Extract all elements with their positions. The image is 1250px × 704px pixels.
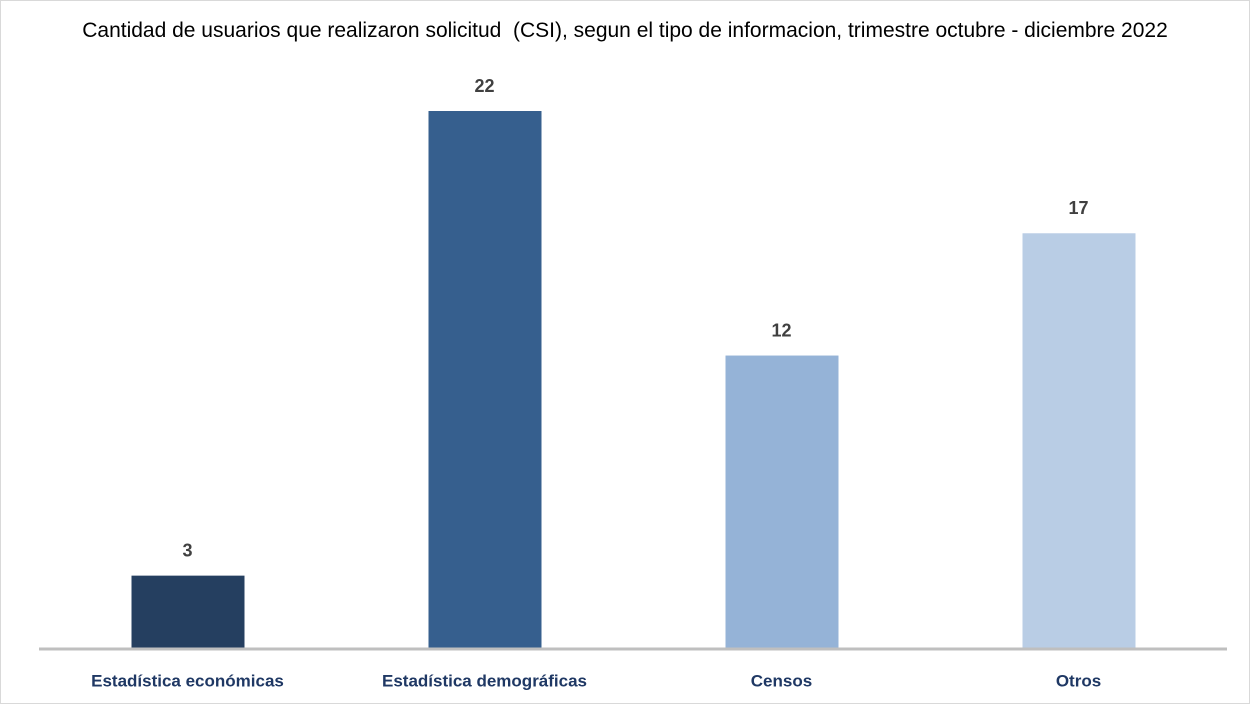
x-tick-label: Estadística económicas (91, 671, 284, 690)
x-tick-label: Estadística demográficas (382, 671, 587, 690)
bar (725, 355, 839, 649)
bar (131, 575, 245, 649)
data-label: 3 (182, 540, 192, 560)
bar (1022, 233, 1136, 650)
x-tick-label: Otros (1056, 671, 1101, 690)
bar (428, 111, 542, 649)
chart-title: Cantidad de usuarios que realizaron soli… (82, 19, 1168, 42)
data-label: 17 (1068, 198, 1088, 218)
data-label: 12 (771, 320, 791, 340)
data-label: 22 (474, 76, 494, 96)
x-tick-label: Censos (751, 671, 812, 690)
